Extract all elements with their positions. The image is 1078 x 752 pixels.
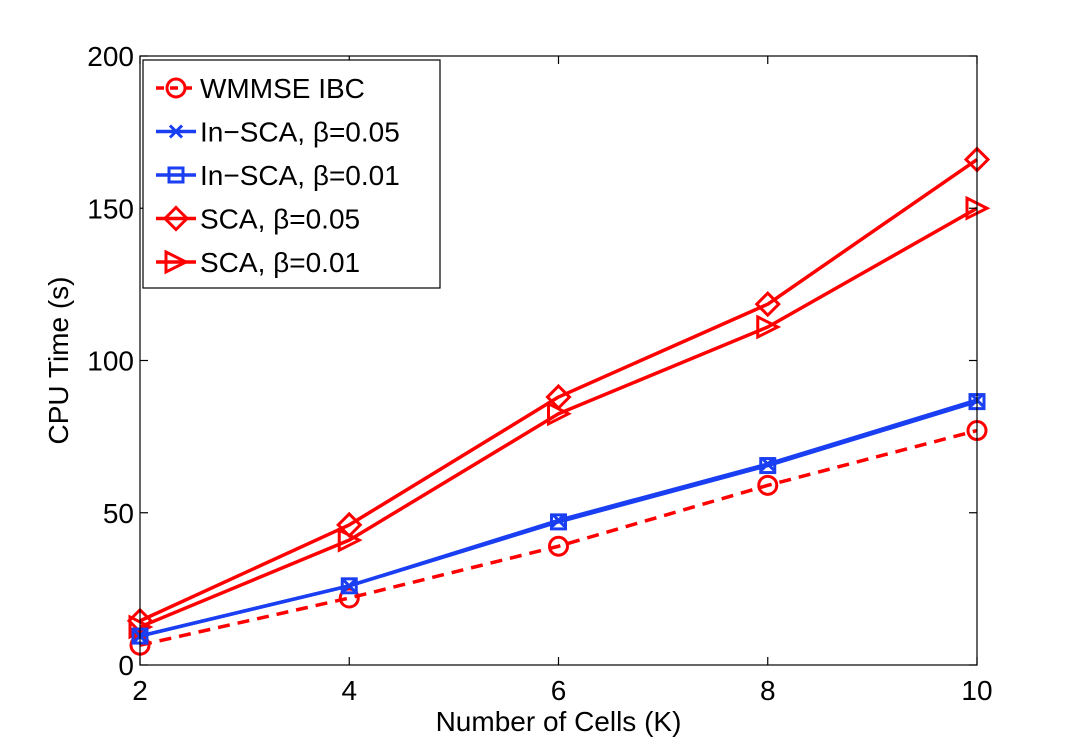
legend-entry: In−SCA, β=0.05 (156, 117, 400, 148)
y-tick-label: 100 (87, 346, 134, 377)
y-tick-label: 200 (87, 41, 134, 72)
legend-entry: WMMSE IBC (156, 73, 365, 104)
y-tick-label: 0 (118, 650, 134, 681)
legend-marker (162, 205, 190, 232)
y-tick-label: 150 (87, 193, 134, 224)
x-tick-label: 8 (760, 675, 776, 706)
x-axis-label: Number of Cells (K) (436, 706, 682, 737)
data-point (551, 513, 566, 528)
legend-entry: In−SCA, β=0.01 (156, 160, 400, 191)
series-0 (129, 420, 988, 656)
y-axis-label: CPU Time (s) (43, 277, 74, 445)
series-line (139, 398, 978, 638)
plot-marks (126, 146, 991, 656)
series-line (139, 158, 978, 623)
data-point (337, 527, 363, 553)
legend-entry: SCA, β=0.05 (156, 204, 360, 235)
legend-marker (168, 124, 184, 139)
legend-label: In−SCA, β=0.01 (200, 160, 400, 191)
legend-marker (165, 77, 187, 99)
legend-marker (167, 166, 185, 184)
data-point (754, 291, 781, 318)
legend-label: In−SCA, β=0.05 (200, 117, 400, 148)
series-line (139, 428, 978, 647)
data-point (760, 456, 775, 472)
y-tick-label: 50 (103, 498, 134, 529)
legend-label: WMMSE IBC (200, 73, 365, 104)
legend-entry: SCA, β=0.01 (156, 247, 360, 278)
legend: WMMSE IBC In−SCA, β=0.05 In−SCA, β=0.01 SCA… (142, 59, 441, 289)
x-tick-label: 10 (961, 675, 992, 706)
data-point (757, 474, 779, 496)
data-point (342, 578, 357, 593)
legend-marker (164, 249, 190, 275)
legend-label: SCA, β=0.05 (200, 204, 360, 235)
series-line (139, 206, 978, 629)
data-point (338, 587, 360, 609)
x-tick-label: 2 (132, 675, 148, 706)
series-1 (132, 393, 985, 644)
x-tick-label: 4 (341, 675, 357, 706)
legend-label: SCA, β=0.01 (200, 247, 360, 278)
data-point (548, 535, 569, 557)
x-tick-label: 6 (551, 675, 567, 706)
data-point (756, 314, 782, 340)
data-point (547, 401, 572, 427)
